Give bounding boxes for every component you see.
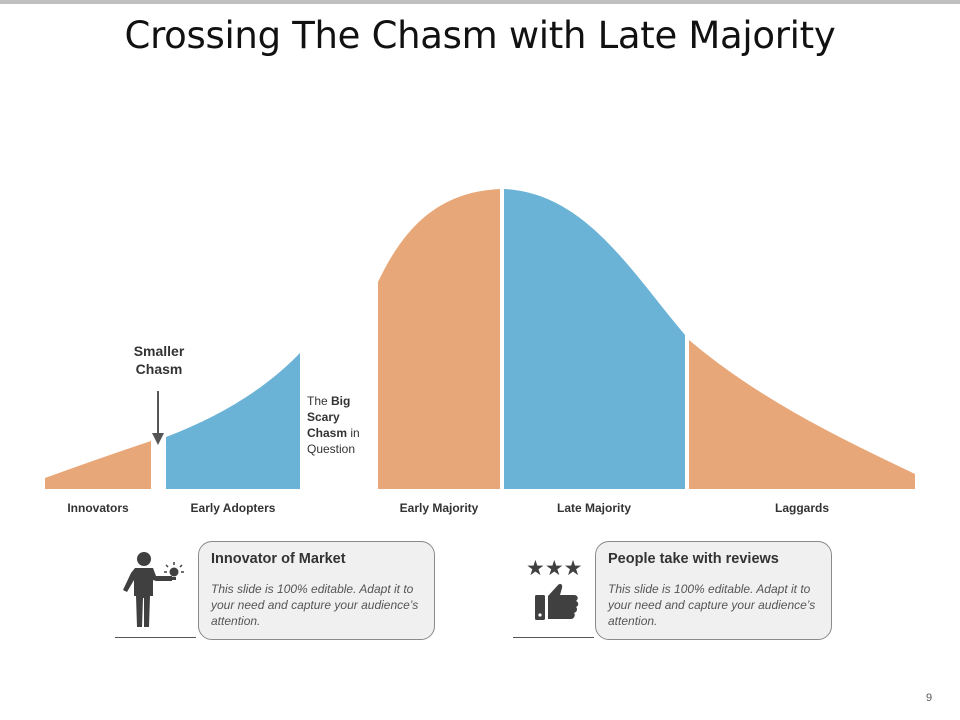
slide-title: Crossing The Chasm with Late Majority xyxy=(124,14,836,57)
label-early-majority: Early Majority xyxy=(400,501,479,515)
thumbs-up-stars-icon: ★★★ xyxy=(526,556,586,622)
card-title: People take with reviews xyxy=(608,551,779,567)
smaller-chasm-label: Smaller Chasm xyxy=(118,342,200,378)
smaller-chasm-arrow xyxy=(152,391,164,445)
big-chasm-text-1: The xyxy=(307,394,332,408)
top-rule xyxy=(0,0,960,4)
segment-early-adopters xyxy=(166,353,300,489)
big-chasm-bold-2: Scary xyxy=(307,410,340,424)
card-people-take-with-reviews: People take with reviews This slide is 1… xyxy=(595,541,832,640)
segment-late-majority xyxy=(504,189,685,489)
icon-underline-2 xyxy=(513,637,594,638)
segment-innovators xyxy=(45,441,151,489)
label-late-majority: Late Majority xyxy=(557,501,631,515)
big-chasm-bold-1: Big xyxy=(331,394,351,408)
smaller-chasm-line2: Chasm xyxy=(135,361,183,377)
label-innovators: Innovators xyxy=(67,501,129,515)
smaller-chasm-line1: Smaller xyxy=(133,343,185,359)
businessman-idea-icon xyxy=(122,550,186,635)
stars-icon: ★★★ xyxy=(526,556,583,580)
segment-early-majority xyxy=(378,189,500,489)
label-early-adopters: Early Adopters xyxy=(191,501,276,515)
big-chasm-text-3: Question xyxy=(307,442,356,456)
card-title: Innovator of Market xyxy=(211,551,346,567)
card-body: This slide is 100% editable. Adapt it to… xyxy=(211,582,419,628)
big-chasm-text-2: in xyxy=(347,426,360,440)
icon-underline-1 xyxy=(115,637,196,638)
big-chasm-bold-3: Chasm xyxy=(307,426,348,440)
big-chasm-label: The Big Scary Chasm in Question xyxy=(307,393,377,457)
card-body: This slide is 100% editable. Adapt it to… xyxy=(608,582,816,628)
card-innovator-of-market: Innovator of Market This slide is 100% e… xyxy=(198,541,435,640)
segment-laggards xyxy=(689,340,915,489)
page-number: 9 xyxy=(926,692,933,704)
label-laggards: Laggards xyxy=(775,501,829,515)
